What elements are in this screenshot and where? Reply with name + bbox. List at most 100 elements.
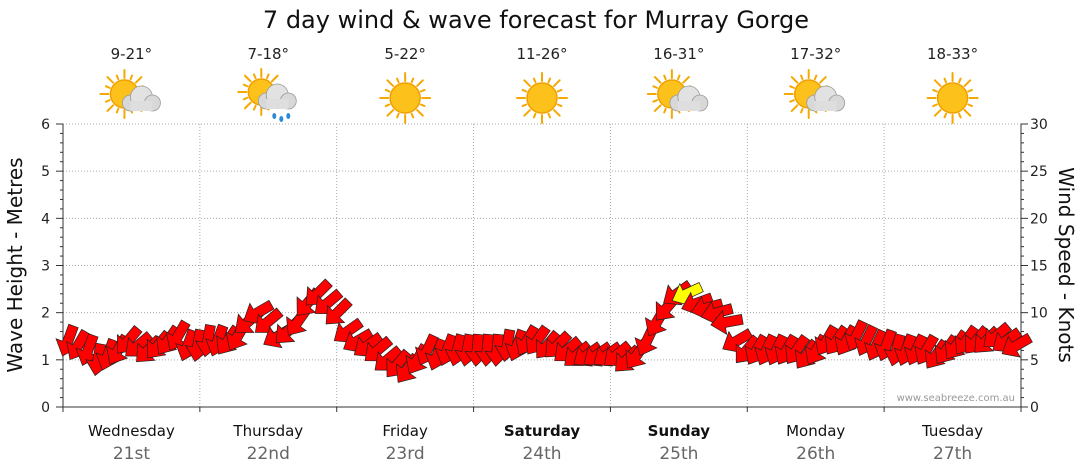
right-axis: 0 5 10 15 20 25 30	[1020, 117, 1048, 416]
sun-ray	[106, 104, 115, 112]
sun-ray	[523, 109, 531, 117]
sun-ray	[416, 79, 424, 87]
sun-ray	[396, 112, 400, 119]
sunny-icon	[926, 72, 979, 124]
right-axis-label: Wind Speed - Knots	[1054, 167, 1078, 363]
sun-ray	[419, 103, 426, 108]
day-date: 25th	[659, 444, 698, 464]
sun-disc	[936, 82, 969, 114]
temperature-range: 5-22°	[384, 45, 426, 63]
temperature-range: 11-26°	[516, 45, 567, 63]
right-tick-label: 0	[1030, 400, 1039, 416]
sun-ray	[547, 77, 552, 84]
sun-ray	[963, 109, 972, 117]
sun-disc	[526, 82, 558, 114]
cloud-shape	[122, 85, 161, 112]
temperature-range: 16-31°	[653, 45, 704, 63]
left-axis: 0 1 2 3 4 5 6	[41, 117, 64, 416]
credit-text: www.seabreeze.com.au	[897, 393, 1015, 404]
sun-ray	[790, 76, 799, 84]
right-tick-label: 5	[1030, 353, 1039, 369]
sun-ray	[556, 103, 563, 108]
sun-shape	[516, 72, 568, 124]
cloud-base	[130, 101, 153, 111]
right-tick-label: 10	[1030, 306, 1048, 322]
sun-ray	[134, 76, 143, 84]
sun-ray	[790, 104, 799, 112]
left-tick-label: 0	[41, 400, 50, 416]
sun-ray	[789, 85, 795, 89]
sun-ray	[253, 73, 257, 80]
day-name: Sunday	[648, 422, 711, 440]
sun-ray	[800, 74, 804, 81]
sun-ray	[933, 79, 942, 87]
sun-ray	[789, 99, 795, 103]
day-date: 21st	[113, 444, 150, 464]
wind-arrows	[55, 278, 1033, 383]
temperature-range: 18-33°	[927, 45, 978, 63]
right-tick-label: 20	[1030, 211, 1048, 227]
rain-drop	[272, 113, 277, 119]
sun-ray	[521, 88, 528, 93]
wind-arrow	[710, 309, 744, 335]
sun-ray	[386, 109, 395, 117]
sun-ray	[967, 103, 973, 108]
day-name: Saturday	[504, 422, 581, 440]
sun-ray	[384, 88, 391, 93]
sun-ray	[129, 74, 134, 81]
day-date: 23rd	[386, 444, 425, 464]
wind-arrow	[1001, 332, 1033, 358]
sun-ray	[523, 79, 531, 87]
sun-ray	[967, 88, 973, 93]
sun-ray	[800, 107, 804, 114]
chart-title: 7 day wind & wave forecast for Murray Go…	[263, 6, 809, 34]
left-axis-label: Wave Height - Metres	[3, 157, 27, 372]
sun-ray	[253, 104, 257, 111]
sun-ray	[652, 99, 659, 103]
sun-ray	[819, 76, 827, 84]
sun-ray	[532, 112, 537, 119]
sun-ray	[115, 74, 120, 81]
rain-drop	[279, 116, 284, 122]
left-tick-label: 1	[41, 353, 50, 369]
sun-ray	[553, 109, 561, 117]
weather-row: 9-21° 7-18° 5-22° 11-26° 16-31° 17-32° 18-33°	[99, 45, 979, 124]
sun-ray	[553, 79, 561, 87]
sun-ray	[270, 74, 279, 83]
sun-ray	[943, 77, 948, 84]
sun-ray	[384, 103, 391, 108]
left-tick-label: 2	[41, 306, 50, 322]
sun-ray	[521, 103, 528, 108]
left-tick-label: 5	[41, 164, 50, 180]
sun-ray	[963, 79, 972, 87]
cloud-base	[814, 101, 837, 111]
sun-ray	[958, 77, 962, 84]
sun-ray	[958, 112, 962, 119]
sun-ray	[244, 74, 252, 83]
sun-ray	[242, 83, 249, 88]
sun-ray	[104, 85, 111, 89]
sun-ray	[813, 74, 818, 81]
sun-ray	[115, 107, 120, 114]
wind-arrow	[254, 307, 284, 333]
sun-ray	[410, 77, 415, 84]
grid-lines	[63, 123, 1021, 408]
sun-ray	[416, 109, 424, 117]
sun-ray	[943, 112, 948, 119]
temperature-range: 7-18°	[248, 45, 290, 63]
sun-ray	[932, 88, 938, 93]
cloud-shape	[669, 85, 709, 112]
cloud-shape	[806, 85, 846, 112]
sun-ray	[396, 77, 400, 84]
sun-ray	[653, 104, 662, 112]
sunny-icon	[379, 72, 432, 124]
left-tick-label: 3	[41, 259, 50, 275]
sun-ray	[386, 79, 395, 87]
sun-ray	[676, 74, 681, 81]
partly-cloudy-icon	[783, 69, 846, 119]
rain-drop	[286, 113, 291, 119]
day-date: 24th	[522, 444, 561, 464]
day-name: Monday	[786, 422, 845, 440]
sun-ray	[532, 77, 537, 84]
